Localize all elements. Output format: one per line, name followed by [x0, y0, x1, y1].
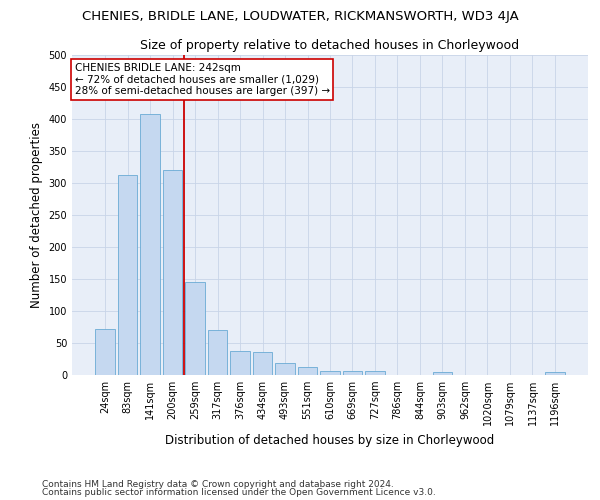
Bar — [545, 372, 565, 375]
Bar — [275, 364, 295, 375]
Bar — [343, 371, 362, 375]
Bar — [230, 352, 250, 375]
Text: CHENIES, BRIDLE LANE, LOUDWATER, RICKMANSWORTH, WD3 4JA: CHENIES, BRIDLE LANE, LOUDWATER, RICKMAN… — [82, 10, 518, 23]
Bar — [185, 282, 205, 375]
Text: Contains HM Land Registry data © Crown copyright and database right 2024.: Contains HM Land Registry data © Crown c… — [42, 480, 394, 489]
Bar — [95, 329, 115, 375]
Bar — [163, 170, 182, 375]
Bar — [253, 352, 272, 375]
Bar — [433, 372, 452, 375]
Y-axis label: Number of detached properties: Number of detached properties — [30, 122, 43, 308]
Bar — [365, 371, 385, 375]
Bar — [208, 330, 227, 375]
X-axis label: Distribution of detached houses by size in Chorleywood: Distribution of detached houses by size … — [166, 434, 494, 446]
Bar — [140, 114, 160, 375]
Bar — [118, 174, 137, 375]
Text: CHENIES BRIDLE LANE: 242sqm
← 72% of detached houses are smaller (1,029)
28% of : CHENIES BRIDLE LANE: 242sqm ← 72% of det… — [74, 63, 330, 96]
Title: Size of property relative to detached houses in Chorleywood: Size of property relative to detached ho… — [140, 40, 520, 52]
Bar — [298, 368, 317, 375]
Bar — [320, 370, 340, 375]
Text: Contains public sector information licensed under the Open Government Licence v3: Contains public sector information licen… — [42, 488, 436, 497]
